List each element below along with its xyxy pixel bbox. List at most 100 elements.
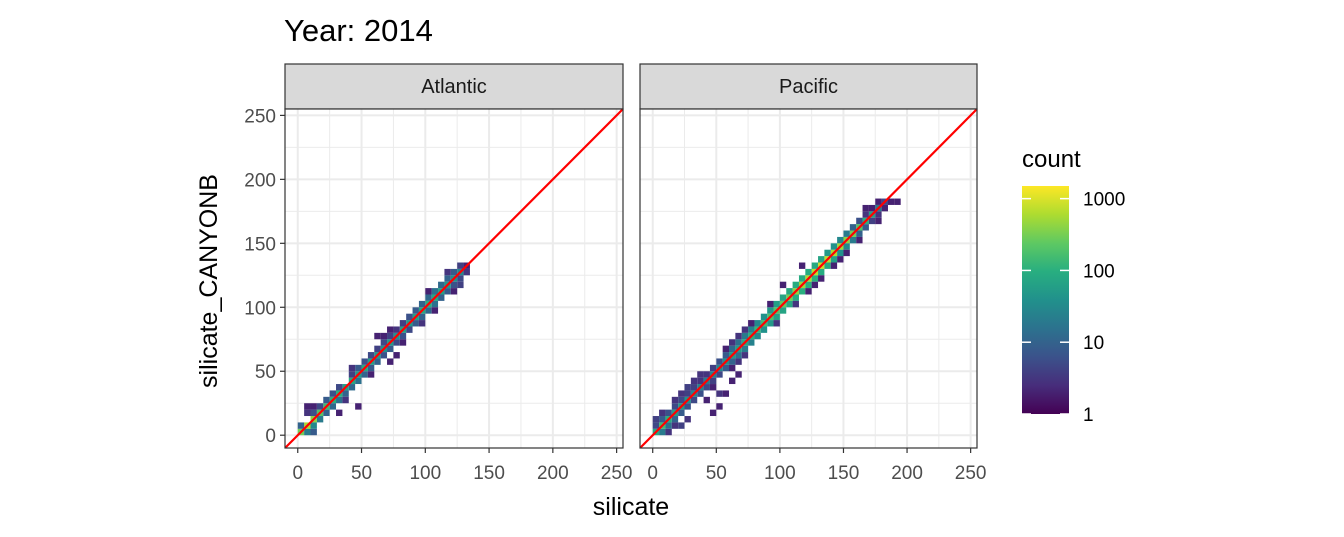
bin-cell: [323, 396, 330, 404]
y-tick-label: 200: [244, 170, 276, 191]
bin-cell: [811, 262, 819, 269]
bin-cell: [457, 275, 464, 282]
bin-cell: [652, 422, 660, 429]
bin-cell: [665, 409, 672, 417]
legend-title: count: [1022, 146, 1081, 173]
bin-cell: [875, 211, 882, 218]
x-tick-label: 50: [351, 463, 372, 484]
bin-cell: [690, 396, 698, 404]
y-tick-label: 100: [244, 298, 276, 319]
bin-cell: [361, 371, 368, 378]
bin-cell: [329, 390, 337, 397]
bin-cell: [355, 364, 362, 372]
bin-cell: [709, 409, 717, 417]
bin-cell: [659, 428, 666, 436]
bin-cell: [748, 326, 755, 333]
bin-cell: [805, 281, 812, 289]
facet-label: Atlantic: [421, 76, 487, 98]
bin-cell: [684, 390, 691, 397]
bin-cell: [735, 339, 742, 346]
bin-cell: [450, 288, 458, 295]
bin-cell: [697, 390, 704, 397]
bin-cell: [805, 288, 812, 295]
bin-cell: [735, 358, 742, 365]
bin-cell: [837, 249, 844, 257]
bin-cell: [856, 230, 863, 237]
bin-cell: [406, 313, 413, 321]
colorbar: [1022, 186, 1069, 414]
bin-cell: [703, 396, 710, 404]
bin-cell: [463, 268, 470, 276]
bin-cell: [665, 428, 672, 436]
bin-cell: [843, 243, 850, 250]
bin-cell: [824, 249, 831, 257]
bin-cell: [431, 307, 439, 314]
x-tick-label: 100: [764, 463, 796, 484]
bin-cell: [760, 313, 768, 321]
bin-cell: [760, 326, 768, 333]
x-tick-label: 250: [601, 463, 633, 484]
bin-cell: [792, 300, 799, 308]
bin-cell: [856, 236, 863, 244]
bin-cell: [830, 262, 838, 269]
legend-label: 100: [1083, 261, 1115, 282]
bin-cell: [849, 224, 857, 231]
bin-cell: [438, 294, 445, 301]
grid-lines: [640, 109, 977, 448]
bin-cell: [875, 217, 882, 225]
bin-cell: [665, 422, 672, 429]
bin-cell: [729, 358, 736, 365]
bin-cell: [684, 403, 691, 410]
bin-cell: [722, 390, 730, 397]
bin-cell: [690, 384, 698, 391]
bin-cell: [380, 332, 388, 340]
bin-cell: [387, 358, 394, 365]
bin-cell: [374, 332, 381, 340]
bin-cell: [393, 326, 400, 333]
bin-cell: [678, 396, 685, 404]
bin-cell: [735, 332, 742, 340]
y-axis-ticks: 0 50 100 150 200 250: [244, 106, 285, 447]
bin-cell: [678, 422, 685, 429]
bin-cell: [773, 313, 780, 321]
bin-cell: [355, 403, 362, 410]
bin-cell: [862, 224, 869, 231]
bin-cell: [425, 294, 432, 301]
bin-cell: [684, 384, 691, 391]
bin-cell: [310, 428, 317, 436]
bin-cell: [671, 403, 679, 410]
bin-cell: [779, 307, 787, 314]
bin-cell: [716, 390, 723, 397]
bin-cell: [425, 288, 432, 295]
bin-cell: [690, 377, 698, 385]
bin-cell: [374, 358, 381, 365]
bin-cell: [735, 352, 742, 359]
panel-border: [284, 108, 624, 449]
bin-cell: [748, 320, 755, 327]
bin-cell: [380, 339, 388, 346]
x-tick-label: 0: [292, 463, 303, 484]
bin-cell: [741, 326, 749, 333]
bin-cell: [304, 428, 311, 436]
bin-cell: [659, 409, 666, 417]
bin-cell: [856, 217, 863, 225]
x-axis-title: silicate: [593, 493, 669, 521]
bin-cell: [703, 371, 710, 378]
bin-cell: [862, 211, 869, 218]
bin-cell: [361, 358, 368, 365]
bin-cell: [862, 204, 869, 212]
bin-cell: [716, 403, 723, 410]
bin-cell: [336, 409, 343, 417]
bin-cell: [843, 230, 850, 237]
bin-cell: [716, 358, 723, 365]
identity-line: [285, 109, 623, 448]
bin-cell: [741, 352, 749, 359]
bin-cell: [450, 281, 458, 289]
bin-cell: [348, 384, 356, 391]
bin-cell: [380, 352, 388, 359]
bin-cell: [818, 256, 825, 263]
bin-cell: [678, 390, 685, 397]
bin-cell: [767, 307, 774, 314]
panel-atlantic: Atlantic 0 50 100 150 200 250: [284, 63, 633, 484]
